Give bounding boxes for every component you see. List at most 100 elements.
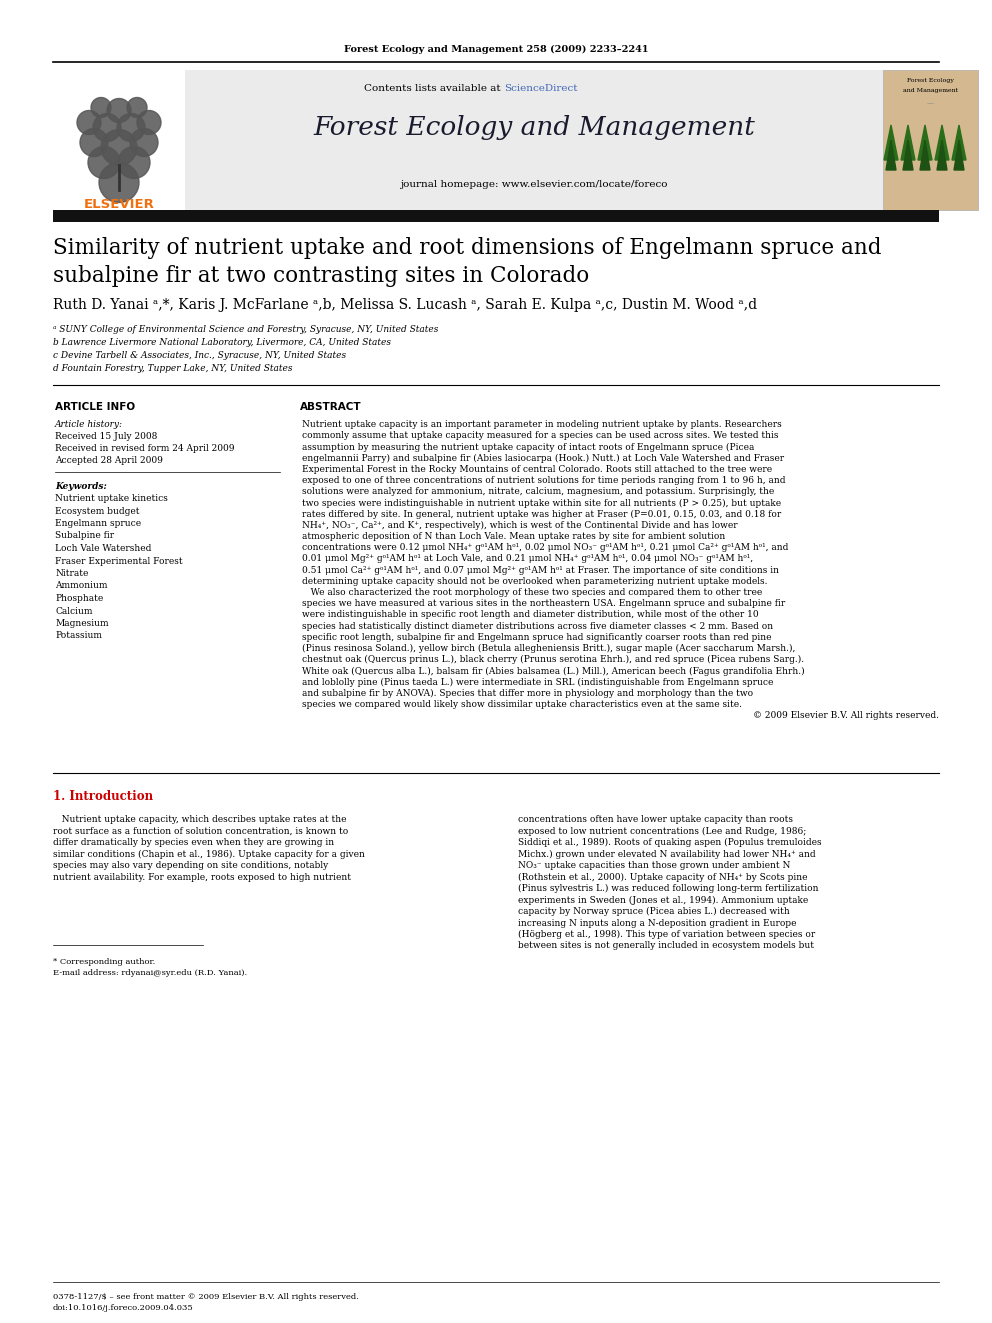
Text: exposed to one of three concentrations of nutrient solutions for time periods ra: exposed to one of three concentrations o… <box>302 476 786 486</box>
Text: determining uptake capacity should not be overlooked when parameterizing nutrien: determining uptake capacity should not b… <box>302 577 768 586</box>
Text: (Pinus resinosa Soland.), yellow birch (Betula allegheniensis Britt.), sugar map: (Pinus resinosa Soland.), yellow birch (… <box>302 644 796 654</box>
Text: exposed to low nutrient concentrations (Lee and Rudge, 1986;: exposed to low nutrient concentrations (… <box>518 827 806 836</box>
Text: 0378-1127/$ – see front matter © 2009 Elsevier B.V. All rights reserved.: 0378-1127/$ – see front matter © 2009 El… <box>53 1293 359 1301</box>
Text: NO₃⁻ uptake capacities than those grown under ambient N: NO₃⁻ uptake capacities than those grown … <box>518 861 791 871</box>
Polygon shape <box>920 140 930 169</box>
Polygon shape <box>937 140 947 169</box>
Bar <box>53 210 939 222</box>
Circle shape <box>127 98 147 118</box>
Text: specific root length, subalpine fir and Engelmann spruce had significantly coars: specific root length, subalpine fir and … <box>302 632 772 642</box>
Text: journal homepage: www.elsevier.com/locate/foreco: journal homepage: www.elsevier.com/locat… <box>400 180 668 189</box>
Circle shape <box>99 163 139 202</box>
Text: (Rothstein et al., 2000). Uptake capacity of NH₄⁺ by Scots pine: (Rothstein et al., 2000). Uptake capacit… <box>518 872 807 881</box>
Text: Nutrient uptake capacity is an important parameter in modeling nutrient uptake b: Nutrient uptake capacity is an important… <box>302 419 782 429</box>
Text: Ammonium: Ammonium <box>55 582 107 590</box>
Text: species we compared would likely show dissimilar uptake characteristics even at : species we compared would likely show di… <box>302 700 742 709</box>
Circle shape <box>91 98 111 118</box>
Circle shape <box>80 128 108 156</box>
Circle shape <box>117 114 145 142</box>
Text: concentrations were 0.12 μmol NH₄⁺ gᵒ¹AM hᵒ¹, 0.02 μmol NO₃⁻ gᵒ¹AM hᵒ¹, 0.21 μmo: concentrations were 0.12 μmol NH₄⁺ gᵒ¹AM… <box>302 544 789 552</box>
Bar <box>185 70 883 210</box>
Text: Phosphate: Phosphate <box>55 594 103 603</box>
Text: —: — <box>927 101 934 106</box>
Text: and subalpine fir by ANOVA). Species that differ more in physiology and morpholo: and subalpine fir by ANOVA). Species tha… <box>302 689 753 699</box>
Text: (Pinus sylvestris L.) was reduced following long-term fertilization: (Pinus sylvestris L.) was reduced follow… <box>518 884 818 893</box>
Text: increasing N inputs along a N-deposition gradient in Europe: increasing N inputs along a N-deposition… <box>518 918 797 927</box>
Text: species had statistically distinct diameter distributions across five diameter c: species had statistically distinct diame… <box>302 622 773 631</box>
Text: Nitrate: Nitrate <box>55 569 88 578</box>
Polygon shape <box>903 140 913 169</box>
Text: subalpine fir at two contrasting sites in Colorado: subalpine fir at two contrasting sites i… <box>53 265 589 287</box>
Circle shape <box>130 128 158 156</box>
Text: and Management: and Management <box>903 89 958 93</box>
Text: root surface as a function of solution concentration, is known to: root surface as a function of solution c… <box>53 827 348 836</box>
Polygon shape <box>884 124 898 160</box>
Polygon shape <box>935 124 949 160</box>
Text: Accepted 28 April 2009: Accepted 28 April 2009 <box>55 456 163 464</box>
Text: engelmannii Parry) and subalpine fir (Abies lasiocarpa (Hook.) Nutt.) at Loch Va: engelmannii Parry) and subalpine fir (Ab… <box>302 454 784 463</box>
Text: Ecosystem budget: Ecosystem budget <box>55 507 140 516</box>
Text: Forest Ecology: Forest Ecology <box>907 78 954 83</box>
Text: © 2009 Elsevier B.V. All rights reserved.: © 2009 Elsevier B.V. All rights reserved… <box>753 712 939 720</box>
Text: b Lawrence Livermore National Laboratory, Livermore, CA, United States: b Lawrence Livermore National Laboratory… <box>53 337 391 347</box>
Text: two species were indistinguishable in nutrient uptake within site for all nutrie: two species were indistinguishable in nu… <box>302 499 781 508</box>
Text: nutrient availability. For example, roots exposed to high nutrient: nutrient availability. For example, root… <box>53 872 351 881</box>
Text: atmospheric deposition of N than Loch Vale. Mean uptake rates by site for ambien: atmospheric deposition of N than Loch Va… <box>302 532 725 541</box>
Text: Magnesium: Magnesium <box>55 619 109 628</box>
Text: solutions were analyzed for ammonium, nitrate, calcium, magnesium, and potassium: solutions were analyzed for ammonium, ni… <box>302 487 774 496</box>
Text: Received in revised form 24 April 2009: Received in revised form 24 April 2009 <box>55 445 234 452</box>
Text: Similarity of nutrient uptake and root dimensions of Engelmann spruce and: Similarity of nutrient uptake and root d… <box>53 237 882 259</box>
Text: Subalpine fir: Subalpine fir <box>55 532 114 541</box>
Text: capacity by Norway spruce (Picea abies L.) decreased with: capacity by Norway spruce (Picea abies L… <box>518 908 790 916</box>
Circle shape <box>93 114 121 142</box>
Text: Experimental Forest in the Rocky Mountains of central Colorado. Roots still atta: Experimental Forest in the Rocky Mountai… <box>302 464 772 474</box>
Text: commonly assume that uptake capacity measured for a species can be used across s: commonly assume that uptake capacity mea… <box>302 431 779 441</box>
Circle shape <box>101 130 137 165</box>
Text: Fraser Experimental Forest: Fraser Experimental Forest <box>55 557 183 565</box>
Text: rates differed by site. In general, nutrient uptake was higher at Fraser (P=0.01: rates differed by site. In general, nutr… <box>302 509 782 519</box>
Text: similar conditions (Chapin et al., 1986). Uptake capacity for a given: similar conditions (Chapin et al., 1986)… <box>53 849 365 859</box>
Text: Nutrient uptake capacity, which describes uptake rates at the: Nutrient uptake capacity, which describe… <box>53 815 346 824</box>
Polygon shape <box>918 124 932 160</box>
Text: Michx.) grown under elevated N availability had lower NH₄⁺ and: Michx.) grown under elevated N availabil… <box>518 849 815 859</box>
Text: (Högberg et al., 1998). This type of variation between species or: (Högberg et al., 1998). This type of var… <box>518 930 815 939</box>
Text: ᵃ SUNY College of Environmental Science and Forestry, Syracuse, NY, United State: ᵃ SUNY College of Environmental Science … <box>53 325 438 333</box>
Text: 0.51 μmol Ca²⁺ gᵒ¹AM hᵒ¹, and 0.07 μmol Mg²⁺ gᵒ¹AM hᵒ¹ at Fraser. The importance: 0.51 μmol Ca²⁺ gᵒ¹AM hᵒ¹, and 0.07 μmol … <box>302 566 779 574</box>
Text: We also characterized the root morphology of these two species and compared them: We also characterized the root morpholog… <box>302 587 762 597</box>
Text: chestnut oak (Quercus prinus L.), black cherry (Prunus serotina Ehrh.), and red : chestnut oak (Quercus prinus L.), black … <box>302 655 805 664</box>
Text: Nutrient uptake kinetics: Nutrient uptake kinetics <box>55 493 168 503</box>
Text: experiments in Sweden (Jones et al., 1994). Ammonium uptake: experiments in Sweden (Jones et al., 199… <box>518 896 808 905</box>
Text: assumption by measuring the nutrient uptake capacity of intact roots of Engelman: assumption by measuring the nutrient upt… <box>302 442 754 451</box>
Text: Contents lists available at: Contents lists available at <box>364 83 504 93</box>
Text: differ dramatically by species even when they are growing in: differ dramatically by species even when… <box>53 837 334 847</box>
Text: Forest Ecology and Management: Forest Ecology and Management <box>313 115 755 140</box>
Text: were indistinguishable in specific root length and diameter distribution, while : were indistinguishable in specific root … <box>302 610 759 619</box>
Text: concentrations often have lower uptake capacity than roots: concentrations often have lower uptake c… <box>518 815 793 824</box>
Text: Engelmann spruce: Engelmann spruce <box>55 519 141 528</box>
Text: c Devine Tarbell & Associates, Inc., Syracuse, NY, United States: c Devine Tarbell & Associates, Inc., Syr… <box>53 351 346 360</box>
Polygon shape <box>954 140 964 169</box>
Text: Forest Ecology and Management 258 (2009) 2233–2241: Forest Ecology and Management 258 (2009)… <box>344 45 648 54</box>
Text: White oak (Quercus alba L.), balsam fir (Abies balsamea (L.) Mill.), American be: White oak (Quercus alba L.), balsam fir … <box>302 667 805 676</box>
Text: ELSEVIER: ELSEVIER <box>83 198 155 210</box>
Polygon shape <box>886 140 896 169</box>
Bar <box>883 70 978 210</box>
Text: Article history:: Article history: <box>55 419 123 429</box>
Text: NH₄⁺, NO₃⁻, Ca²⁺, and K⁺, respectively), which is west of the Continental Divide: NH₄⁺, NO₃⁻, Ca²⁺, and K⁺, respectively),… <box>302 521 738 531</box>
Bar <box>53 70 185 210</box>
Text: species may also vary depending on site conditions, notably: species may also vary depending on site … <box>53 861 328 871</box>
Text: E-mail address: rdyanai@syr.edu (R.D. Yanai).: E-mail address: rdyanai@syr.edu (R.D. Ya… <box>53 968 247 976</box>
Text: doi:10.1016/j.foreco.2009.04.035: doi:10.1016/j.foreco.2009.04.035 <box>53 1304 193 1312</box>
Text: Siddiqi et al., 1989). Roots of quaking aspen (Populus tremuloides: Siddiqi et al., 1989). Roots of quaking … <box>518 837 821 847</box>
Text: Potassium: Potassium <box>55 631 102 640</box>
Circle shape <box>77 111 101 135</box>
Circle shape <box>107 98 131 123</box>
Text: Loch Vale Watershed: Loch Vale Watershed <box>55 544 152 553</box>
Text: ScienceDirect: ScienceDirect <box>504 83 577 93</box>
Text: between sites is not generally included in ecosystem models but: between sites is not generally included … <box>518 942 814 950</box>
Circle shape <box>88 147 120 179</box>
Text: Keywords:: Keywords: <box>55 482 107 491</box>
Text: species we have measured at various sites in the northeastern USA. Engelmann spr: species we have measured at various site… <box>302 599 786 609</box>
Polygon shape <box>952 124 966 160</box>
Polygon shape <box>901 124 915 160</box>
